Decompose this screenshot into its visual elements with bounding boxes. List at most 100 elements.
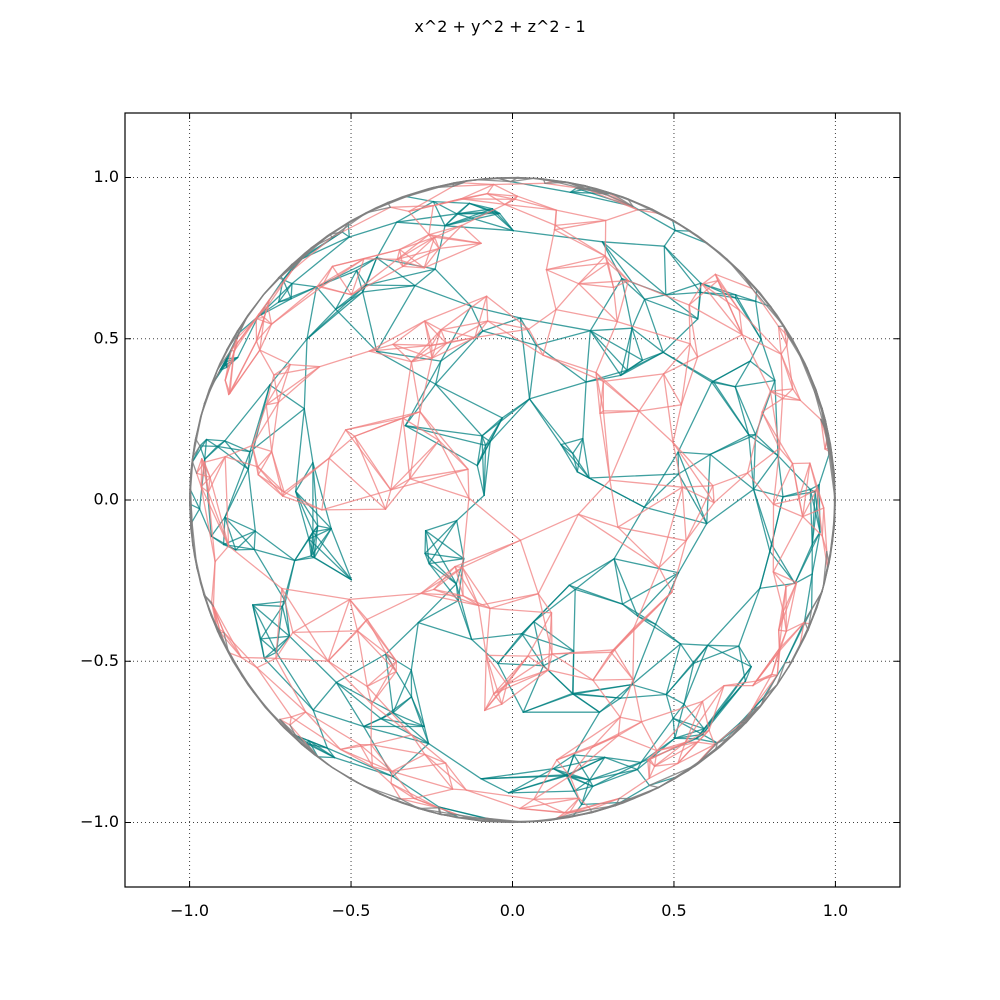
mesh-edge-1054 [440,329,476,339]
mesh-edge-1066 [395,200,435,223]
mesh-edge-390 [331,265,353,296]
mesh-edge-841 [638,404,682,412]
mesh-edge-496 [609,410,640,481]
mesh-edge-772 [711,381,750,436]
mesh-edge-1596 [224,379,230,396]
mesh-edge-536 [485,654,508,685]
mesh-edge-937 [571,692,622,699]
chart-title: x^2 + y^2 + z^2 - 1 [414,17,585,36]
mesh-edge-94 [554,219,607,227]
mesh-edge-1381 [424,552,430,565]
mesh-edge-678 [413,788,454,800]
mesh-edge-954 [410,361,421,413]
mesh-edge-568 [701,733,719,744]
mesh-edge-734 [419,411,469,470]
mesh-edge-1273 [368,320,426,352]
mesh-edge-228 [467,468,470,499]
mesh-edge-365 [665,643,682,696]
mesh-edge-1278 [270,285,318,325]
mesh-edge-480 [485,295,530,330]
mesh-edge-955 [419,357,433,413]
mesh-edge-1070 [545,255,606,271]
mesh-edge-1462 [252,604,291,637]
mesh-edge-155 [816,488,823,537]
mesh-edge-421 [480,774,568,780]
mesh-edge-347 [461,566,480,607]
mesh-edge-540 [424,552,457,585]
mesh-edge-493 [609,479,619,528]
mesh-edge-730 [631,298,646,329]
mesh-edge-581 [553,209,557,231]
mesh-edge-1536 [617,526,687,542]
mesh-edge-302 [390,782,402,800]
mesh-edge-599 [376,350,442,362]
mesh-edge-95 [554,224,606,257]
mesh-edge-723 [328,435,356,459]
mesh-edge-1130 [516,195,557,211]
mesh-edge-51 [303,408,314,464]
mesh-edge-819 [370,703,373,746]
mesh-edge-1316 [312,531,316,559]
mesh-edge-1537 [617,486,683,528]
mesh-edge-1526 [665,693,674,720]
mesh-edge-435 [200,486,230,547]
mesh-edge-151 [699,291,737,296]
mesh-edge-1777 [227,651,255,693]
mesh-edge-1350 [578,283,618,323]
mesh-edge-676 [452,788,467,791]
mesh-edge-582 [545,229,556,271]
mesh-edge-924 [205,438,226,442]
mesh-edge-712 [701,273,717,285]
mesh-edge-450 [295,490,332,530]
mesh-edge-624 [279,716,292,721]
mesh-edge-902 [648,784,660,789]
mesh-edge-1085 [410,621,419,671]
mesh-edge-1485 [772,571,784,613]
mesh-edge-383 [620,351,664,377]
mesh-edge-1369 [786,344,794,390]
mesh-edge-1661 [349,592,422,601]
mesh-edge-758 [761,398,784,413]
mesh-edge-622 [271,401,279,453]
mesh-edge-1223 [769,390,801,401]
mesh-edge-249 [636,572,680,617]
mesh-edge-471 [658,567,673,593]
mesh-edge-1004 [476,441,491,467]
mesh-edge-1428 [497,662,524,713]
mesh-edge-770 [486,183,495,195]
mesh-edge-1242 [638,410,674,444]
mesh-edge-1240 [224,516,255,551]
mesh-edge-1540 [759,674,778,707]
mesh-edge-975 [741,334,782,355]
mesh-edge-651 [601,241,667,296]
mesh-edge-1572 [752,488,771,553]
mesh-edge-521 [573,785,594,792]
mesh-edge-623 [251,401,279,447]
mesh-edge-1272 [318,350,370,368]
mesh-edge-1659 [344,411,421,431]
mesh-edge-61 [291,282,318,288]
mesh-edge-121 [777,325,782,355]
mesh-edge-134 [237,315,259,359]
mesh-edge-1073 [253,548,287,603]
mesh-edge-1041 [739,703,763,723]
mesh-edge-699 [292,630,359,634]
mesh-edge-508 [794,531,821,585]
mesh-edge-338 [376,221,398,259]
mesh-edge-1586 [759,543,773,589]
mesh-edge-714 [714,273,743,336]
mesh-edge-291 [677,743,716,765]
mesh-edge-1653 [362,291,378,352]
mesh-edge-943 [428,234,440,250]
mesh-edge-756 [781,388,794,400]
mesh-edge-1391 [339,743,361,751]
mesh-edge-1604 [551,649,616,655]
mesh-edge-1603 [428,519,458,565]
mesh-edge-838 [677,381,713,453]
mesh-edge-474 [658,486,683,569]
mesh-edge-481 [440,295,488,331]
mesh-edge-1490 [356,630,368,688]
mesh-edge-1542 [761,411,794,465]
mesh-edge-398 [440,329,447,345]
